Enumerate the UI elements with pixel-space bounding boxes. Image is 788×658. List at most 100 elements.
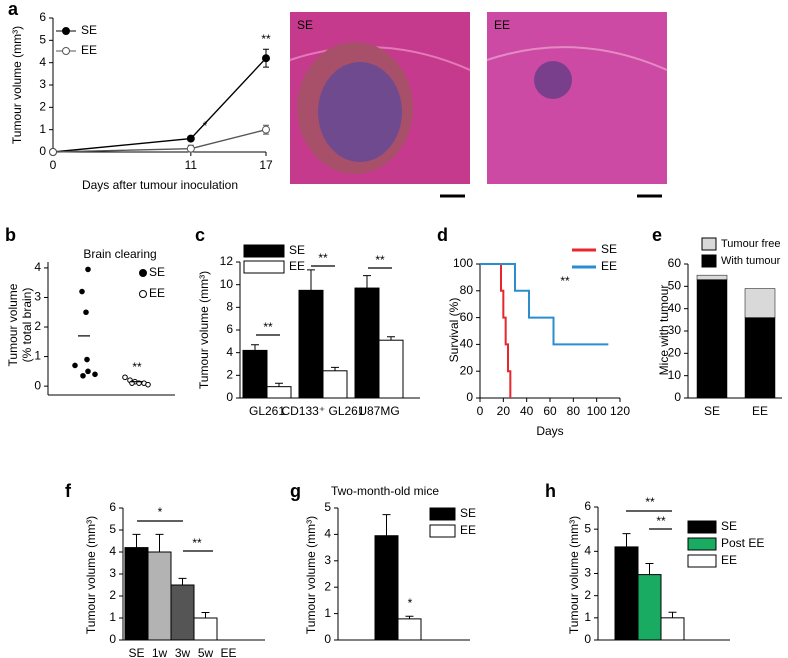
legend-swatch — [701, 237, 717, 251]
y-tick-label: 80 — [460, 283, 474, 297]
y-tick-label: 1 — [34, 349, 41, 363]
panel-letter: f — [65, 481, 72, 501]
data-point — [92, 371, 98, 378]
x-tick-label: SE — [704, 404, 720, 418]
data-point — [186, 134, 195, 143]
y-tick-label: 0 — [674, 390, 681, 404]
data-point — [85, 368, 91, 375]
error-bar — [251, 344, 259, 351]
data-point — [72, 362, 78, 369]
image-panel: SE — [289, 12, 471, 198]
significance-label: * — [203, 119, 208, 133]
y-tick-label: 4 — [39, 55, 46, 69]
x-axis-label: Days — [536, 424, 563, 438]
y-tick-label: 100 — [453, 256, 473, 270]
x-tick-label: 20 — [497, 404, 511, 418]
error-bar — [132, 533, 141, 548]
y-tick-label: 4 — [109, 544, 116, 558]
image-label: EE — [494, 18, 510, 32]
y-tick-label: 3 — [324, 553, 331, 567]
y-tick-label: 30 — [668, 323, 682, 337]
y-tick-label: 2 — [34, 319, 41, 333]
x-tick-label: U87MG — [358, 404, 399, 418]
y-tick-label: 2 — [109, 588, 116, 602]
x-tick-label: 11 — [185, 158, 198, 172]
y-tick-label: 40 — [460, 337, 474, 351]
x-tick-label: 40 — [520, 404, 534, 418]
significance-label: ** — [261, 32, 271, 46]
brain-structure — [486, 46, 668, 71]
significance-label: * — [408, 596, 413, 610]
x-tick-label: 5w — [198, 646, 214, 658]
legend-label: EE — [721, 553, 737, 567]
y-tick-label: 40 — [668, 301, 682, 315]
legend-swatch — [701, 254, 717, 268]
y-axis-label: Tumour volume (mm³) — [304, 516, 318, 634]
bar-segment — [744, 288, 776, 318]
legend-swatch — [243, 244, 285, 258]
x-axis-label: Days after tumour inoculation — [82, 178, 238, 192]
y-axis-label: (% total brain) — [20, 288, 34, 363]
y-tick-label: 60 — [460, 310, 474, 324]
legend-label: SE — [721, 519, 737, 533]
y-tick-label: 0 — [324, 632, 331, 646]
bar-segment — [696, 279, 728, 399]
legend-swatch — [687, 537, 717, 551]
legend-swatch — [687, 520, 717, 534]
legend-marker — [62, 27, 70, 35]
y-tick-label: 1 — [39, 122, 46, 136]
image-panel: EE — [486, 12, 668, 198]
y-tick-label: 2 — [39, 100, 46, 114]
y-tick-label: 5 — [584, 521, 591, 535]
y-tick-label: 3 — [39, 77, 46, 91]
error-bar — [331, 366, 339, 371]
bar — [660, 617, 685, 641]
error-bar — [405, 615, 414, 619]
significance-label: ** — [560, 274, 570, 288]
x-tick-label: 80 — [567, 404, 581, 418]
y-tick-label: 1 — [324, 606, 331, 620]
y-axis-label: Tumour volume (mm³) — [10, 26, 24, 144]
error-bar — [382, 514, 391, 536]
bar — [242, 349, 268, 399]
legend-swatch — [243, 260, 285, 274]
y-tick-label: 4 — [584, 544, 591, 558]
x-tick-label: 3w — [175, 646, 191, 658]
bar-segment — [744, 317, 776, 399]
bar — [322, 370, 348, 399]
chart-title: Brain clearing — [83, 247, 156, 261]
data-point — [262, 54, 270, 63]
legend-marker — [139, 290, 147, 298]
series-line — [480, 263, 609, 346]
y-tick-label: 10 — [220, 277, 234, 291]
bar — [170, 584, 195, 641]
y-tick-label: 50 — [668, 279, 682, 293]
bar — [124, 547, 149, 641]
brain-image — [487, 12, 667, 184]
legend-label: Tumour free — [721, 238, 781, 250]
series-line — [480, 263, 512, 398]
error-bar — [155, 533, 164, 552]
bar — [397, 618, 422, 641]
data-point — [49, 148, 57, 156]
legend-label: Post EE — [721, 536, 764, 550]
legend-label: EE — [289, 259, 305, 273]
y-axis-label: Mice with tumour — [657, 285, 671, 376]
x-tick-label: SE — [128, 646, 144, 658]
y-tick-label: 6 — [226, 322, 233, 336]
y-axis-label: Tumour volume (mm³) — [567, 516, 581, 634]
error-bar — [622, 533, 631, 547]
y-tick-label: 3 — [109, 566, 116, 580]
chart-title: Two-month-old mice — [331, 484, 439, 498]
error-bar — [307, 269, 315, 291]
panel-letter: e — [652, 225, 662, 245]
y-tick-label: 3 — [584, 566, 591, 580]
y-tick-label: 2 — [226, 368, 233, 382]
y-tick-label: 0 — [584, 632, 591, 646]
y-tick-label: 10 — [668, 368, 682, 382]
legend-label: EE — [81, 43, 97, 57]
data-point — [145, 381, 151, 388]
legend-label: SE — [460, 506, 476, 520]
image-label: SE — [297, 18, 313, 32]
y-tick-label: 60 — [668, 256, 682, 270]
